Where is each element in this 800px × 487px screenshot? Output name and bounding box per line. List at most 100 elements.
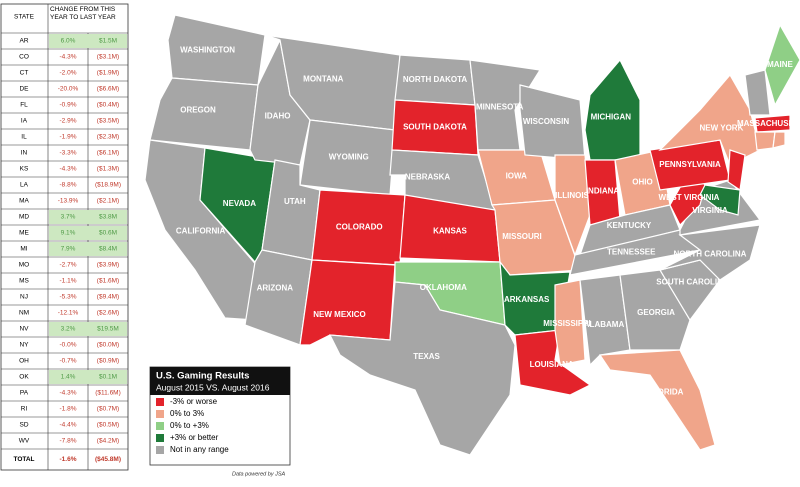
amount-cell: ($11.6M): [95, 390, 121, 397]
state: [579, 204, 681, 256]
change-cell: -4.3%: [60, 54, 77, 61]
amount-cell: $8.4M: [99, 246, 117, 253]
amount-cell: ($1.3M): [97, 166, 119, 173]
header-box: CHANGE FROM THIS YEAR TO LAST YEAR: [50, 6, 116, 21]
amount-cell: ($0.7M): [97, 406, 119, 413]
legend-swatch: [156, 410, 164, 418]
legend-swatch: [156, 398, 164, 406]
state-label: NORTH DAKOTA: [403, 75, 468, 84]
state-label: MINNESOTA: [476, 103, 524, 112]
state: [244, 249, 313, 346]
state-label: TEXAS: [413, 352, 440, 361]
amount-cell: $0.6M: [99, 230, 117, 237]
change-cell: -7.8%: [60, 438, 77, 445]
change-cell: -13.9%: [58, 198, 79, 205]
state: [598, 349, 716, 451]
change-cell: -1.8%: [60, 406, 77, 413]
state-label: CALIFORNIA: [176, 226, 226, 235]
legend-header: [150, 367, 290, 395]
amount-cell: ($0.9M): [97, 358, 119, 365]
state: [579, 274, 631, 367]
state-label: TENNESSEE: [607, 248, 656, 257]
state-cell: AR: [19, 38, 28, 45]
amount-cell: ($0.5M): [97, 422, 119, 429]
change-cell: -5.3%: [60, 294, 77, 301]
state-cell: MS: [19, 278, 29, 285]
state-cell: RI: [21, 406, 28, 413]
highlight: [49, 322, 127, 336]
state-cell: LA: [20, 182, 29, 189]
header: STATE: [14, 14, 35, 21]
legend-subtitle: August 2015 VS. August 2016: [156, 382, 270, 392]
legend-label: 0% to 3%: [170, 409, 204, 418]
amount-cell: ($2.6M): [97, 310, 119, 317]
state-cell: IN: [21, 150, 28, 157]
state: [328, 281, 516, 456]
legend-label: 0% to +3%: [170, 421, 209, 430]
table-border: [0, 3, 129, 471]
state-label: ILLINOIS: [555, 191, 589, 200]
amount-cell: ($9.4M): [97, 294, 119, 301]
state: [659, 224, 761, 281]
state-label: NEW MEXICO: [313, 310, 365, 319]
state-label: WYOMING: [329, 153, 369, 162]
amount-cell: ($2.1M): [97, 198, 119, 205]
state-cell: MA: [19, 198, 29, 205]
amount-cell: ($1.6M): [97, 278, 119, 285]
state: [299, 259, 396, 346]
state: [619, 269, 691, 351]
change-cell: -2.9%: [60, 118, 77, 125]
state-label: SOUTH CAROLINA: [656, 278, 729, 287]
legend-swatch: [156, 434, 164, 442]
state: [754, 114, 791, 133]
state-label: MASSACHUSETTS: [737, 119, 800, 128]
state-label: IOWA: [506, 171, 528, 180]
change-cell: -1.6%: [60, 456, 77, 463]
state-cell: OK: [19, 374, 29, 381]
state-label: MAINE: [767, 60, 793, 69]
state-label: ARKANSAS: [504, 295, 550, 304]
amount-cell: ($6.6M): [97, 86, 119, 93]
state-label: OREGON: [180, 106, 216, 115]
legend-label: -3% or worse: [170, 397, 218, 406]
state-cell: WV: [19, 438, 30, 445]
state-cell: TOTAL: [13, 456, 34, 463]
state-cell: CO: [19, 54, 29, 61]
amount-cell: ($3.9M): [97, 262, 119, 269]
state-label: OKLAHOMA: [420, 283, 467, 292]
state-label: MISSOURI: [502, 232, 542, 241]
highlight: [49, 34, 127, 48]
state-label: SOUTH DAKOTA: [403, 123, 467, 132]
credit: Data powered by JSA: [232, 471, 286, 477]
state-cell: NY: [19, 342, 29, 349]
state: [772, 131, 786, 149]
change-cell: 9.1%: [61, 230, 76, 237]
amount-cell: ($1.9M): [97, 70, 119, 77]
change-cell: 3.7%: [61, 214, 76, 221]
state: [149, 77, 259, 151]
amount-cell: $3.8M: [99, 214, 117, 221]
change-cell: 3.2%: [61, 326, 76, 333]
legend-swatch: [156, 446, 164, 454]
amount-cell: $1.5M: [99, 38, 117, 45]
state-label: MISSISSIPPI: [543, 319, 591, 328]
state-label: WEST VIRGINIA: [659, 193, 720, 202]
highlight: [49, 242, 127, 256]
state-label: UTAH: [284, 197, 306, 206]
state-cell: KS: [20, 166, 29, 173]
state-cell: PA: [20, 390, 29, 397]
state: [658, 73, 761, 166]
state-cell: MD: [19, 214, 29, 221]
state-label: ALABAMA: [584, 320, 625, 329]
amount-cell: ($0.0M): [97, 342, 119, 349]
state-cell: CT: [20, 70, 29, 77]
state-label: MONTANA: [303, 74, 344, 83]
state-cell: MI: [20, 246, 27, 253]
state-label: PENNSYLVANIA: [659, 160, 721, 169]
state-cell: ME: [19, 230, 29, 237]
state: [754, 131, 776, 151]
amount-cell: $19.5M: [97, 326, 119, 333]
change-cell: -2.0%: [60, 70, 77, 77]
legend-swatch: [156, 422, 164, 430]
